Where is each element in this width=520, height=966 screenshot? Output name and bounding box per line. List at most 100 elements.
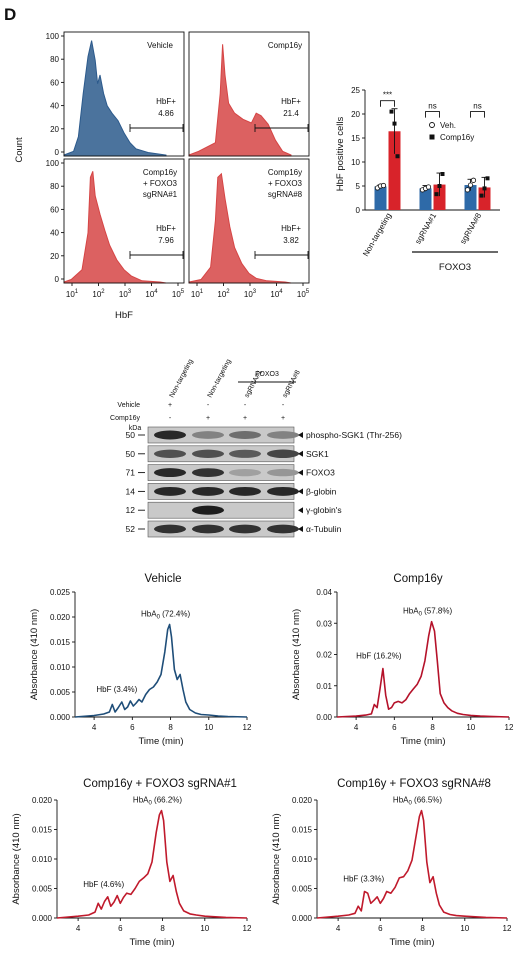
hplc-comp16y-sgrna1: Comp16y + FOXO3 sgRNA#1 0.000 0.005 0.010 0.… [11, 778, 252, 948]
hplc-ytick-label: 0.03 [316, 619, 332, 628]
flow-xtick-label: 102 [217, 289, 230, 299]
bar-sig-bracket [380, 100, 395, 107]
flow-xtick-exponent: 5 [306, 289, 310, 295]
flow-xtick-label: 101 [191, 289, 204, 299]
hplc-xtick-label: 4 [354, 723, 359, 732]
hplc-title: Comp16y + FOXO3 sgRNA#1 [83, 778, 237, 790]
blot-lane-label: Non-targeting [207, 358, 233, 399]
flow-ytick-label: 100 [46, 32, 60, 41]
flow-histogram [188, 44, 292, 157]
western-blot: Non-targeting Non-targeting sgRNA#1 sgRNA#8… [110, 358, 402, 538]
hplc-peak-subscript: 0 [157, 615, 161, 621]
blot-row-label: α-Tubulin [306, 524, 342, 534]
bar-ytick-label: 10 [351, 158, 360, 167]
bar-ytick-label: 15 [351, 134, 360, 143]
blot-condition-value: - [169, 415, 172, 422]
flow-xtick-exponent: 1 [200, 289, 204, 295]
bar-legend-marker [429, 122, 435, 128]
hplc-ytick-label: 0.010 [32, 855, 53, 864]
hplc-ytick-label: 0.01 [316, 682, 332, 691]
hplc-ytick-label: 0.005 [32, 885, 53, 894]
bar-legend-label: Comp16y [440, 133, 474, 142]
bar-ytick-label: 5 [356, 182, 361, 191]
bar-point-open [425, 184, 432, 190]
hplc-peak-pct: (72.4%) [160, 610, 191, 619]
bar-point-open [464, 187, 471, 193]
blot-arrow [298, 450, 303, 457]
hplc-xtick-label: 6 [378, 924, 383, 933]
hplc-y-axis-label: Absorbance (410 nm) [11, 813, 22, 904]
flow-xtick-label: 102 [92, 289, 105, 299]
blot-row-label: β-globin [306, 486, 337, 496]
flow-gate-value: 3.82 [283, 236, 299, 245]
flow-panel-frame [188, 31, 310, 157]
flow-panel-title: + FOXO3 [268, 179, 303, 188]
bar-point-filled [392, 121, 397, 126]
flow-ytick-label: 100 [46, 159, 60, 168]
hplc-ytick-label: 0.020 [50, 613, 71, 622]
hplc-y-axis-label: Absorbance (410 nm) [29, 609, 40, 700]
hplc-xtick-label: 6 [130, 723, 135, 732]
flow-xtick-exponent: 5 [181, 289, 185, 295]
hplc-peak-label-hba: HbA0 (72.4%) [141, 610, 190, 621]
hplc-xtick-label: 6 [118, 924, 123, 933]
flow-histogram [188, 172, 292, 284]
hplc-peak-label-hba: HbA0 (57.8%) [403, 607, 452, 618]
hplc-title: Comp16y [393, 573, 442, 585]
flow-panel-title: sgRNA#8 [268, 190, 303, 199]
blot-mw-label: 50 [126, 449, 136, 459]
flow-ytick-label: 60 [50, 78, 59, 87]
hplc-xtick-label: 10 [200, 924, 209, 933]
hplc-ytick-label: 0.000 [292, 914, 313, 923]
hplc-xtick-label: 12 [243, 723, 252, 732]
bar-category-label: sgRNA#1 [413, 211, 438, 246]
hplc-vehicle: Vehicle 0.000 0.005 0.010 0.015 0.020 0.025 4 6 8… [29, 573, 252, 747]
flow-x-axis-label: HbF [115, 310, 133, 321]
blot-mw-label: 52 [126, 524, 136, 534]
hplc-peak-label-hba: HbA0 (66.5%) [393, 796, 442, 807]
flow-x-ticks: 101 102 103 104 105 101 102 103 104 105 [66, 283, 310, 299]
blot-arrow [298, 526, 303, 532]
blot-condition-value: + [206, 415, 210, 422]
blot-row-label: phospho-SGK1 (Thr-256) [306, 430, 402, 440]
hplc-xtick-label: 10 [204, 723, 213, 732]
bar-point-filled [437, 184, 442, 188]
flow-histogram [63, 171, 167, 284]
flow-panel-title: Comp16y [143, 168, 177, 177]
blot-band [229, 524, 261, 534]
flow-gate-name: HbF+ [281, 97, 301, 106]
blot-condition-value: + [168, 402, 172, 409]
flow-xtick-exponent: 1 [75, 289, 79, 295]
bar [388, 131, 401, 210]
hplc-xtick-label: 6 [392, 723, 397, 732]
hplc-ytick-label: 0.02 [316, 651, 332, 660]
hbf-bar-chart: HbF positive cells 0 5 10 15 20 25 Non-targeti… [335, 86, 500, 273]
bar-point-filled [482, 186, 487, 191]
blot-band [192, 431, 224, 439]
hplc-ytick-label: 0.015 [32, 826, 53, 835]
flow-xtick-exponent: 3 [128, 289, 132, 295]
flow-histogram [63, 40, 167, 157]
blot-mw-label: 71 [126, 468, 136, 478]
flow-ytick-label: 0 [55, 148, 60, 157]
blot-arrow [298, 469, 303, 476]
hplc-ytick-label: 0.04 [316, 588, 332, 597]
blot-band [229, 486, 261, 496]
hplc-ytick-label: 0.010 [50, 663, 71, 672]
hplc-xtick-label: 8 [430, 723, 435, 732]
hplc-comp16y: Comp16y 0.00 0.01 0.02 0.03 0.04 4 6 8 10 12 Time (… [291, 573, 514, 747]
bar-sig-label: ns [473, 102, 481, 111]
blot-band [267, 431, 299, 439]
blot-condition-value: + [281, 415, 285, 422]
blot-band [192, 505, 224, 515]
hplc-ytick-label: 0.015 [50, 638, 71, 647]
flow-xtick-label: 104 [270, 289, 283, 299]
hplc-ytick-label: 0.005 [292, 885, 313, 894]
bar-point-filled [485, 176, 490, 181]
hplc-xtick-label: 10 [466, 723, 475, 732]
hplc-xtick-label: 12 [243, 924, 252, 933]
blot-band [267, 486, 299, 496]
flow-gate-value: 7.96 [158, 236, 174, 245]
blot-row-label: γ-globin's [306, 505, 342, 515]
